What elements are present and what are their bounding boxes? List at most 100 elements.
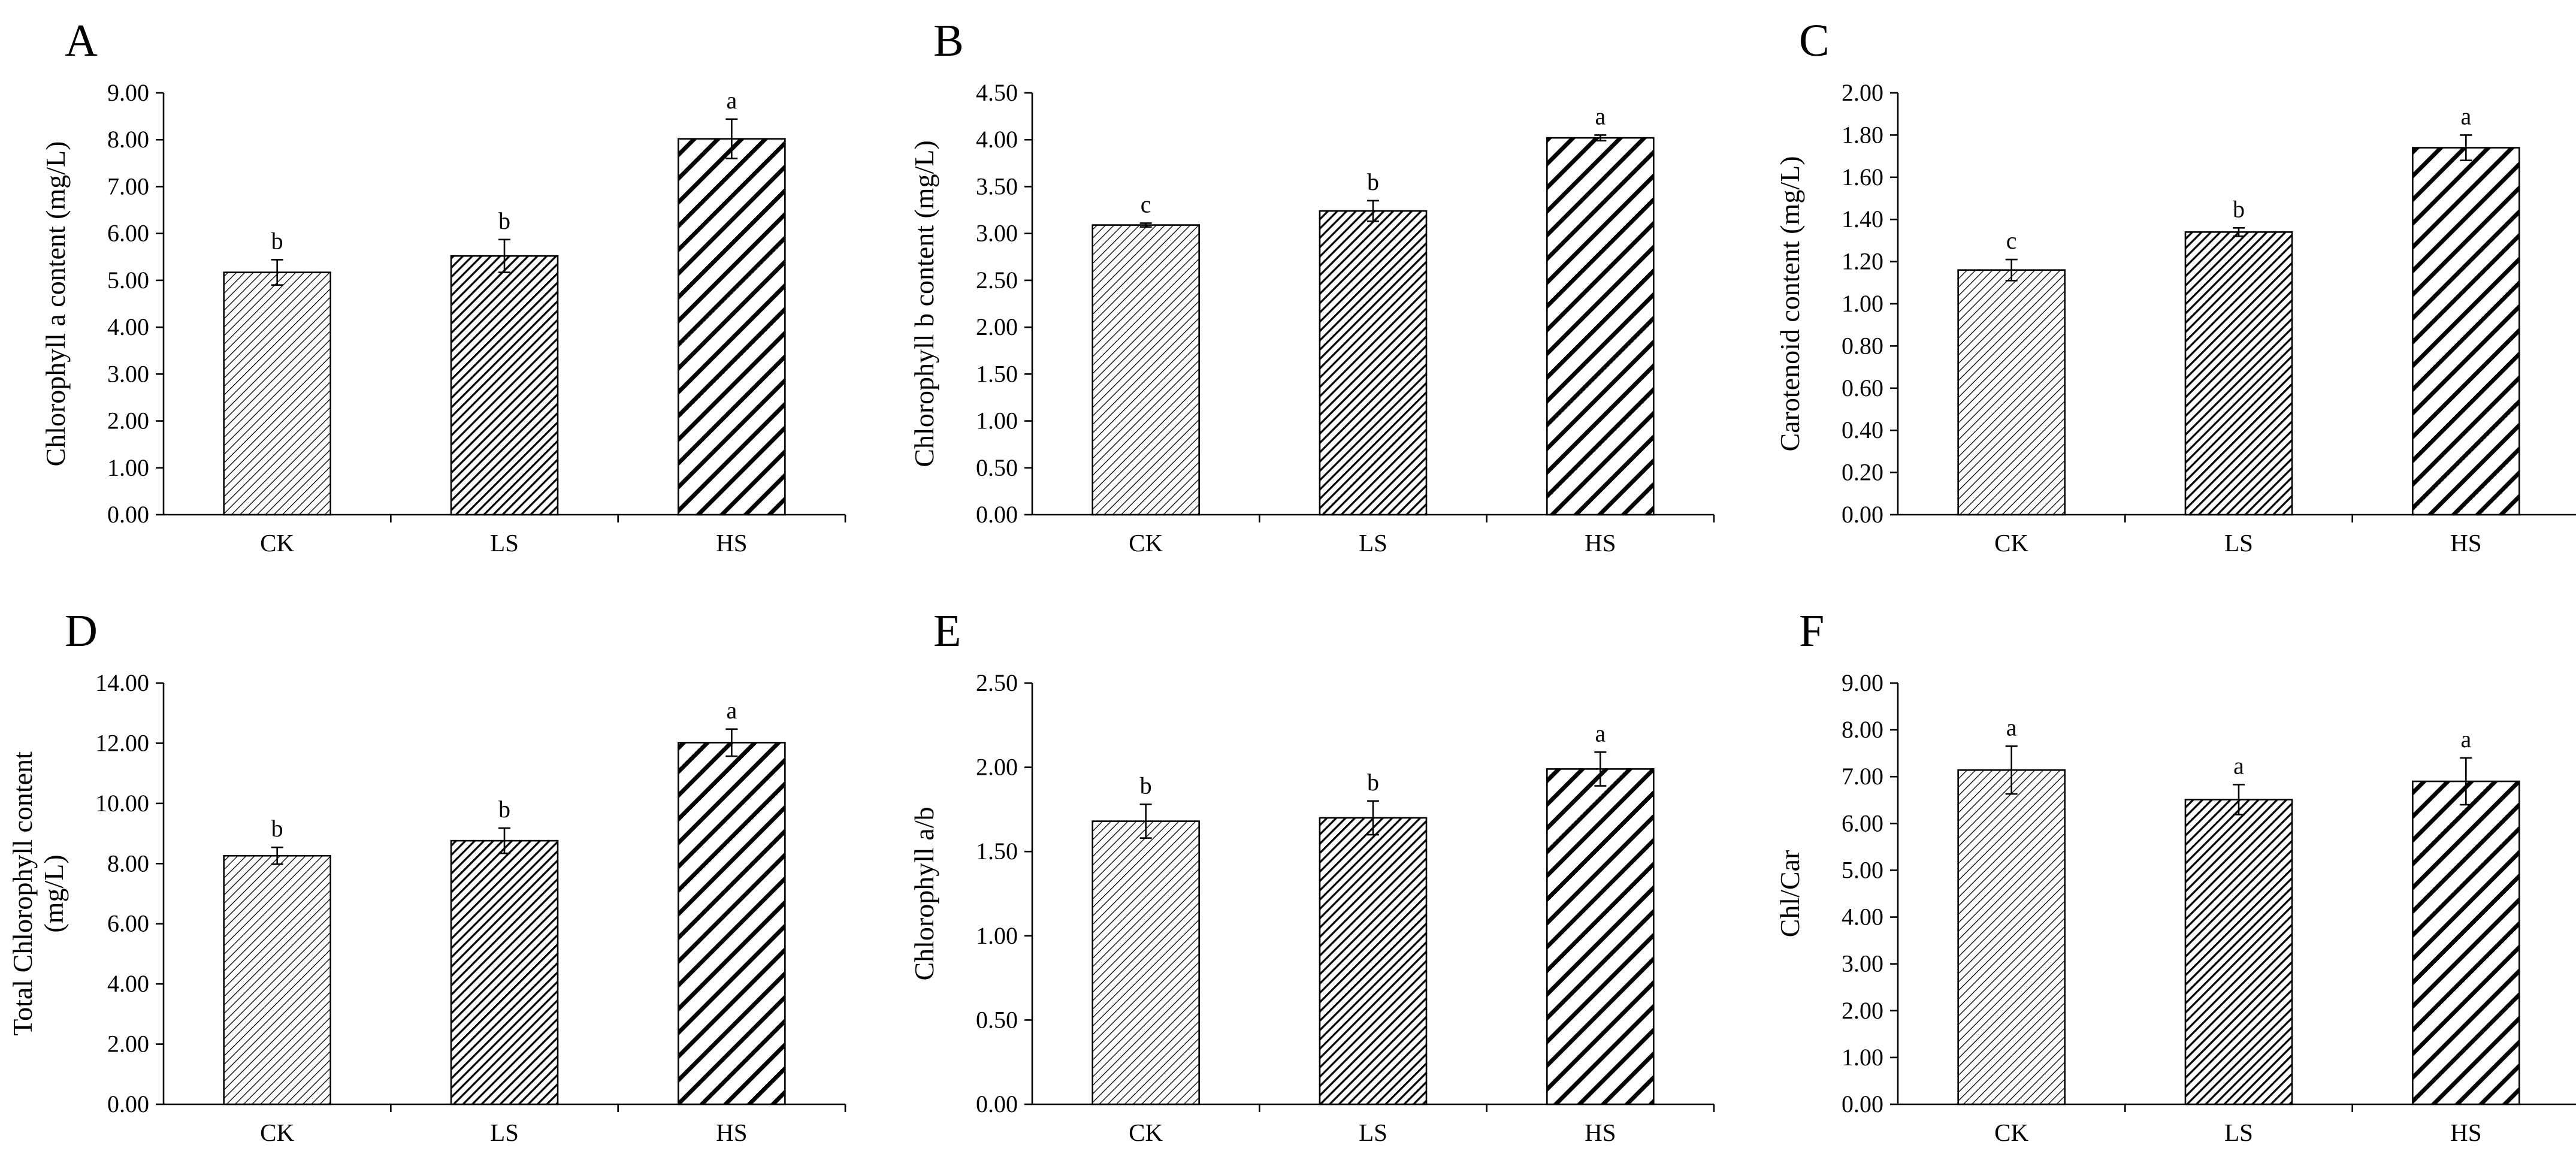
chart-b-significance-label: a	[1595, 102, 1606, 129]
chart-d-x-tick-label: HS	[716, 1119, 747, 1146]
chart-a-significance-label: b	[271, 227, 283, 254]
chart-f-significance-label: a	[2233, 753, 2244, 780]
chart-c-bar-hs	[2412, 147, 2520, 516]
chart-f-bar-hs	[2412, 780, 2520, 1105]
chart-e-panel-letter: E	[933, 606, 961, 656]
chart-c-y-tick-label: 0.40	[1842, 416, 1883, 443]
chart-c-x-tick-label: CK	[1994, 529, 2028, 557]
chart-f-y-tick-label: 5.00	[1842, 856, 1883, 883]
chart-e-y-tick-label: 0.50	[976, 1006, 1018, 1033]
chart-b-y-tick-label: 2.50	[976, 267, 1018, 294]
chart-b-significance-label: b	[1367, 168, 1379, 195]
chart-e-bar-hs	[1546, 768, 1655, 1105]
chart-a-y-axis-title: Chlorophyll a content (mg/L)	[40, 141, 71, 467]
chart-e-x-tick-label: CK	[1129, 1119, 1163, 1146]
chart-c: C 0.00 0.20 0.40 0.60 0.80 1.00 1.20 1.40 1.60 1.8…	[1774, 16, 2576, 557]
chart-a-y-tick-label: 5.00	[107, 267, 149, 294]
chart-d-y-tick-label: 2.00	[107, 1031, 149, 1058]
chart-d-y-tick-label: 8.00	[107, 850, 149, 877]
chart-f-y-tick-label: 6.00	[1842, 809, 1883, 836]
chart-c-y-tick-label: 1.00	[1842, 290, 1883, 317]
chart-f: F 0.00 1.00 2.00 3.00 4.00 5.00 6.00 7.00 8.00 9.0…	[1774, 606, 2576, 1146]
chart-b-x-tick-label: LS	[1359, 529, 1387, 557]
chart-e-significance-label: b	[1140, 772, 1152, 799]
chart-b-y-tick-label: 4.00	[976, 126, 1018, 153]
chart-e-y-axis-title: Chlorophyll a/b	[909, 806, 939, 980]
chart-b-y-tick-label: 2.00	[976, 313, 1018, 340]
chart-d-y-tick-label: 4.00	[107, 970, 149, 997]
chart-b-bar-ck	[1092, 224, 1200, 516]
chart-c-y-tick-label: 0.00	[1842, 501, 1883, 528]
chart-f-significance-label: a	[2460, 726, 2471, 753]
chart-d-significance-label: a	[726, 697, 737, 724]
chart-a-y-tick-label: 3.00	[107, 360, 149, 387]
chart-c-y-tick-label: 0.20	[1842, 459, 1883, 486]
chart-a-y-tick-label: 8.00	[107, 126, 149, 153]
chart-f-x-tick-label: HS	[2450, 1119, 2481, 1146]
chart-d-significance-label: b	[498, 796, 510, 823]
chart-e-x-tick-label: HS	[1585, 1119, 1616, 1146]
chart-a-y-tick-label: 1.00	[107, 454, 149, 481]
chart-a-y-tick-label: 2.00	[107, 407, 149, 434]
chart-c-y-tick-label: 1.80	[1842, 121, 1883, 148]
chart-b: B 0.00 0.50 1.00 1.50 2.00 2.50 3.00 3.50 4.00 4.5…	[909, 16, 1715, 557]
chart-b-y-tick-label: 0.00	[976, 501, 1018, 528]
chart-c-bar-ck	[1957, 269, 2066, 516]
chart-a-significance-label: b	[498, 207, 510, 234]
chart-c-x-tick-label: HS	[2450, 529, 2481, 557]
chart-e-y-tick-label: 2.00	[976, 754, 1018, 781]
chart-c-y-tick-label: 2.00	[1842, 79, 1883, 106]
chart-b-bar-ls	[1319, 210, 1428, 516]
chart-b-y-tick-label: 0.50	[976, 454, 1018, 481]
chart-b-y-tick-label: 1.00	[976, 407, 1018, 434]
chart-f-y-axis-title: Chl/Car	[1774, 850, 1805, 938]
chart-e: E 0.00 0.50 1.00 1.50 2.00 2.50 Chlorophyll a/b…	[909, 606, 1715, 1146]
chart-a-y-tick-label: 9.00	[107, 79, 149, 106]
chart-f-y-tick-label: 7.00	[1842, 763, 1883, 790]
chart-a: A 0.00 1.00 2.00 3.00 4.00 5.00 6.00 7.00 8.00 9.0…	[40, 16, 846, 557]
chart-c-y-axis-title: Carotenoid content (mg/L)	[1774, 156, 1805, 451]
chart-a-x-tick-label: CK	[260, 529, 294, 557]
chart-e-y-tick-label: 1.00	[976, 922, 1018, 949]
chart-f-y-tick-label: 8.00	[1842, 716, 1883, 743]
chart-a-significance-label: a	[726, 87, 737, 114]
chart-f-bar-ls	[2184, 799, 2293, 1105]
chart-d-y-axis-title: Total Chlorophyll content	[7, 751, 38, 1036]
chart-a-y-tick-label: 4.00	[107, 313, 149, 340]
chart-f-y-tick-label: 0.00	[1842, 1090, 1883, 1117]
chart-c-y-tick-label: 1.40	[1842, 206, 1883, 232]
chart-a-bar-ck	[223, 271, 331, 516]
chart-d-bar-ls	[450, 839, 559, 1105]
chart-d-y-tick-label: 12.00	[95, 729, 149, 756]
chart-c-x-tick-label: LS	[2224, 529, 2253, 557]
chart-d-x-tick-label: CK	[260, 1119, 294, 1146]
chart-a-y-tick-label: 7.00	[107, 173, 149, 200]
chart-d-bar-hs	[678, 742, 786, 1105]
chart-d-y-tick-label: 14.00	[95, 669, 149, 696]
chart-f-bar-ck	[1957, 769, 2066, 1105]
chart-a-bar-ls	[450, 255, 559, 516]
chart-c-significance-label: c	[2006, 227, 2017, 254]
chart-e-x-tick-label: LS	[1359, 1119, 1387, 1146]
chart-c-y-tick-label: 1.60	[1842, 164, 1883, 191]
chart-d-panel-letter: D	[65, 606, 98, 656]
chart-d-x-tick-label: LS	[490, 1119, 519, 1146]
chart-c-significance-label: a	[2460, 102, 2471, 129]
chart-a-x-tick-label: LS	[490, 529, 519, 557]
chart-f-x-tick-label: LS	[2224, 1119, 2253, 1146]
chart-a-y-tick-label: 0.00	[107, 501, 149, 528]
chart-d-significance-label: b	[271, 815, 283, 842]
chart-b-y-tick-label: 3.00	[976, 220, 1018, 247]
chart-b-y-tick-label: 3.50	[976, 173, 1018, 200]
chart-b-y-axis-title: Chlorophyll b content (mg/L)	[909, 140, 939, 467]
chart-f-significance-label: a	[2006, 714, 2017, 741]
chart-f-y-tick-label: 2.00	[1842, 997, 1883, 1024]
chart-f-y-tick-label: 9.00	[1842, 669, 1883, 696]
chart-a-y-tick-label: 6.00	[107, 220, 149, 247]
chart-c-bar-ls	[2184, 231, 2293, 516]
chart-e-bar-ls	[1319, 817, 1428, 1105]
chart-e-y-tick-label: 2.50	[976, 669, 1018, 696]
chart-d-bar-ck	[223, 854, 331, 1105]
chart-b-bar-hs	[1546, 137, 1655, 516]
chart-a-x-tick-label: HS	[716, 529, 747, 557]
